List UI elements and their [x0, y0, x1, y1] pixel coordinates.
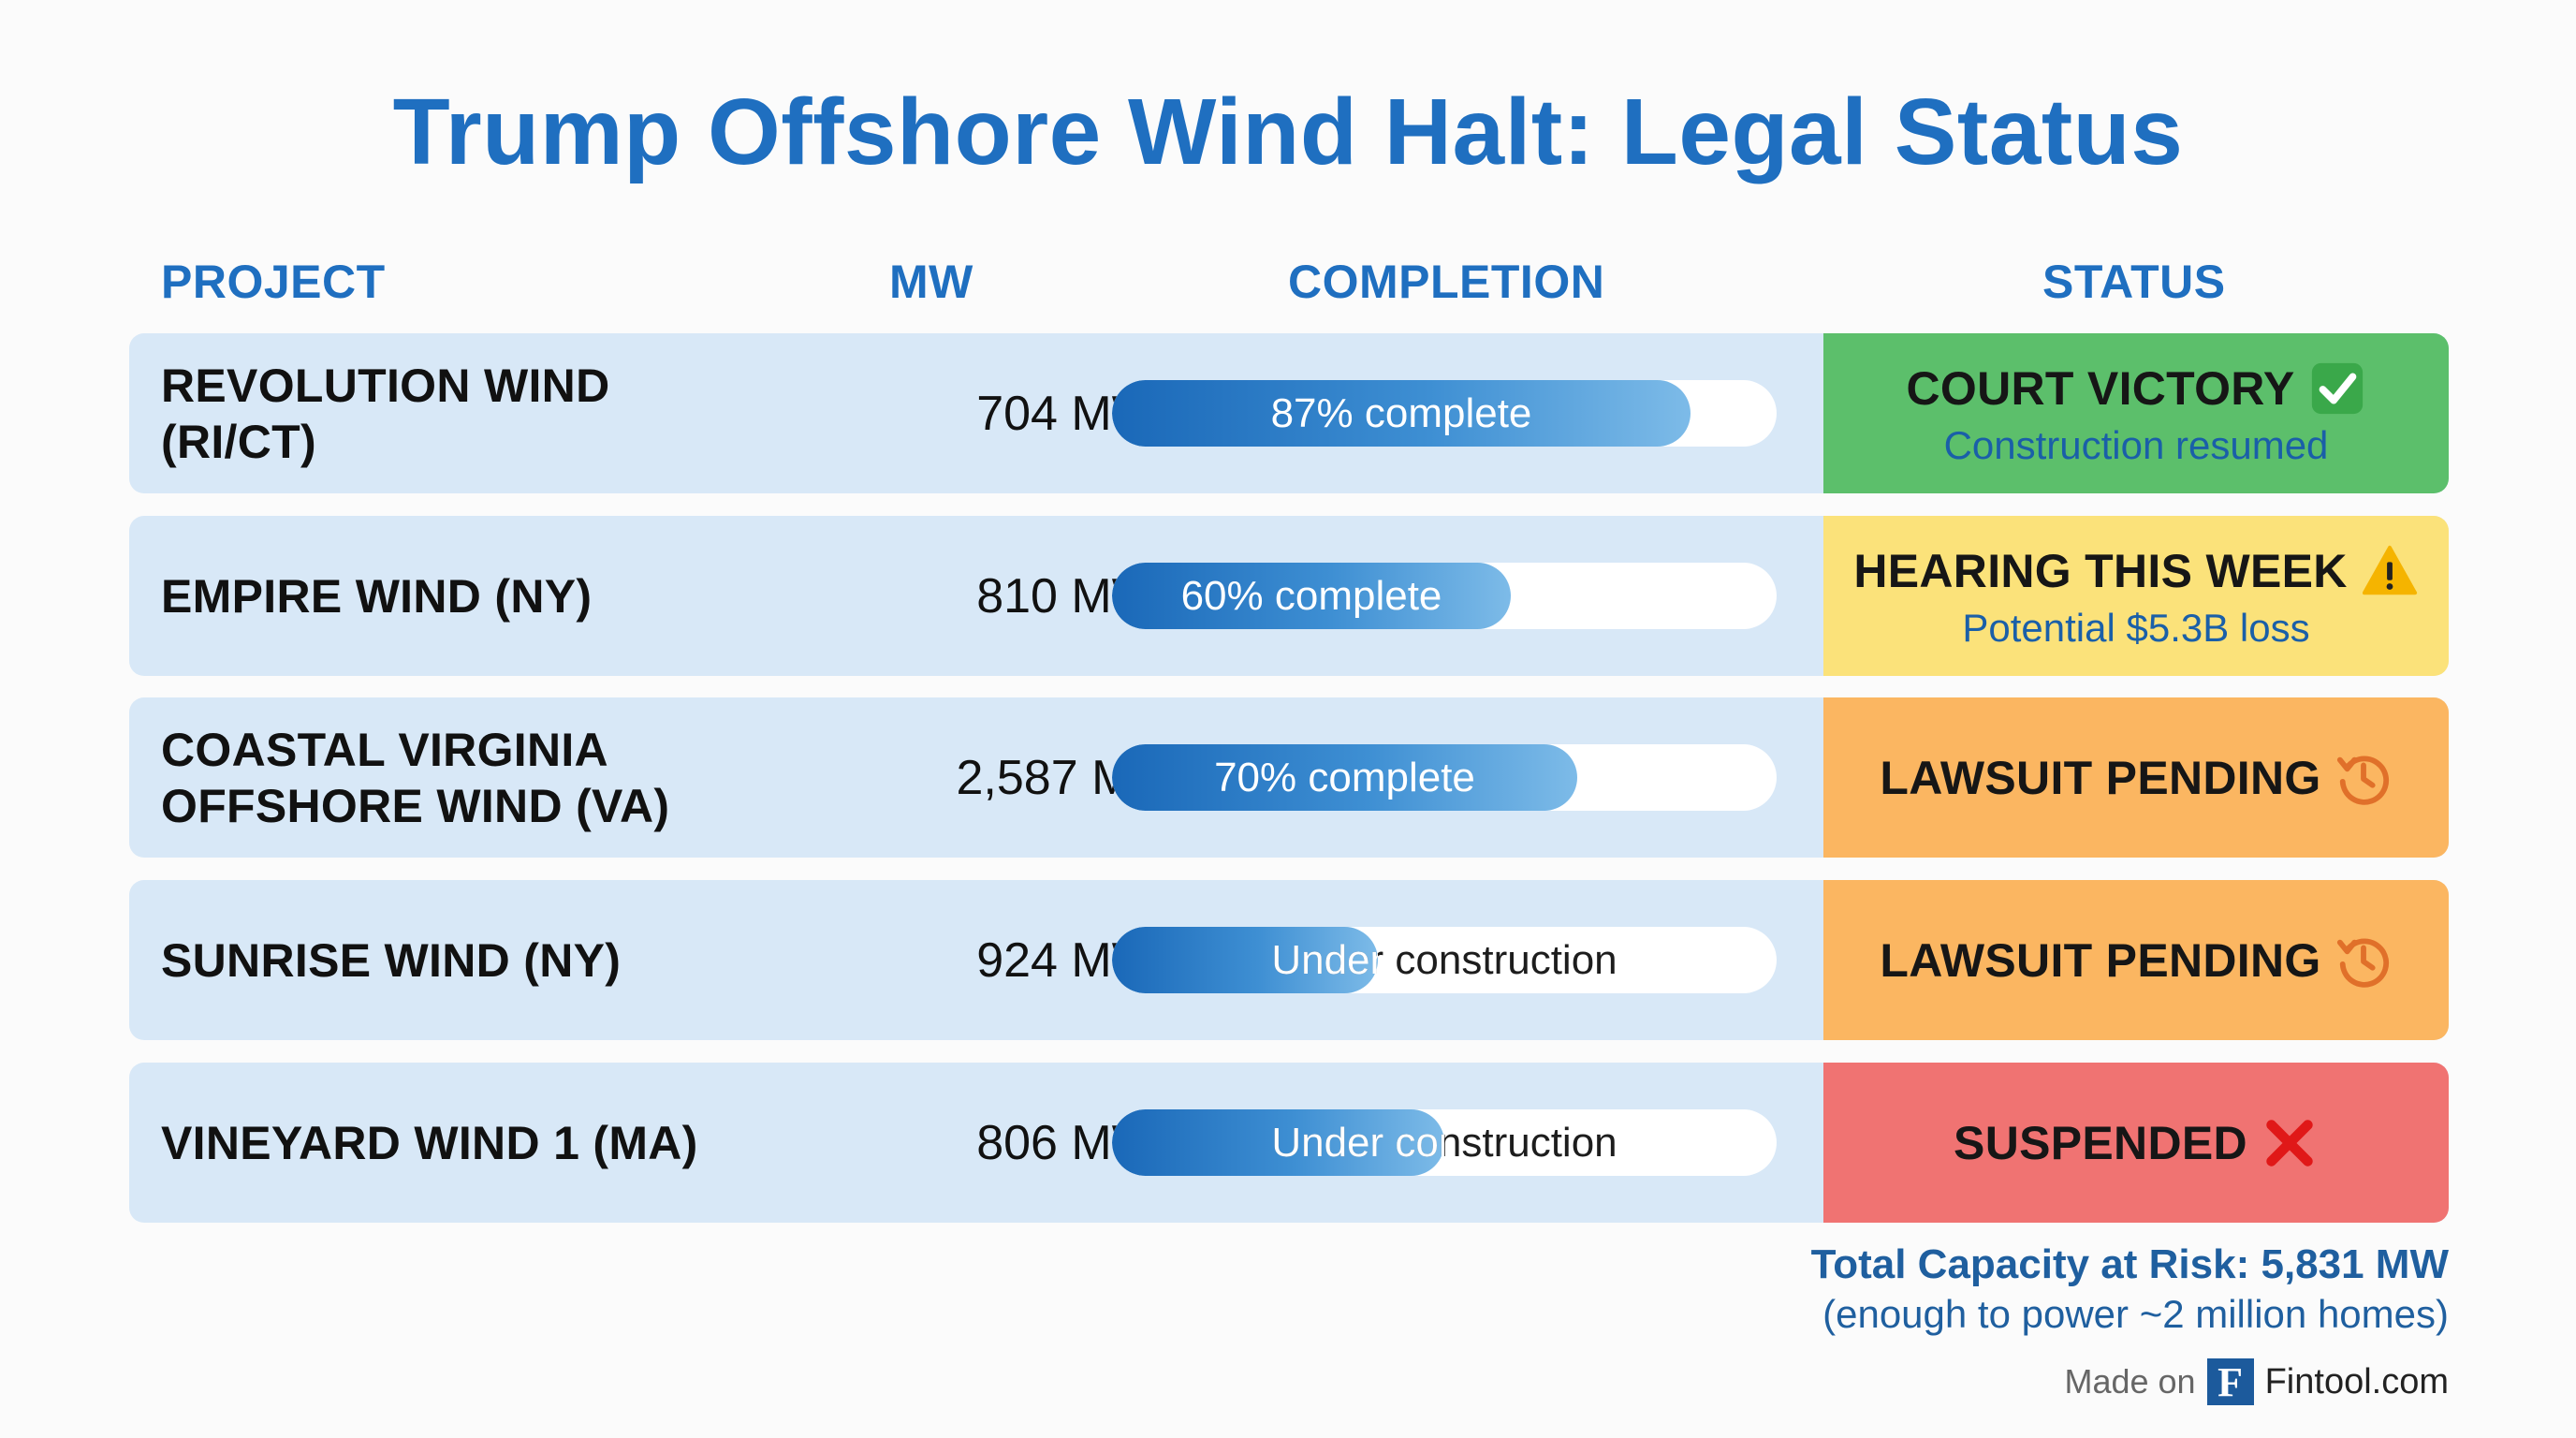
- header-status: STATUS: [2042, 256, 2226, 308]
- completion-label: 60% complete: [1180, 573, 1442, 619]
- status-main: LAWSUIT PENDING: [1880, 749, 2392, 807]
- table-row: EMPIRE WIND (NY) 810 MW 60% complete HEARIN…: [129, 516, 2449, 676]
- project-name-line: COASTAL VIRGINIA: [161, 723, 608, 776]
- status-text: HEARING THIS WEEK: [1853, 544, 2348, 597]
- completion-label: Under construction: [1271, 1120, 1617, 1166]
- completion-bar-fill: [1112, 563, 1511, 629]
- total-capacity: Total Capacity at Risk: 5,831 MW: [1810, 1241, 2449, 1287]
- page-title: Trump Offshore Wind Halt: Legal Status: [392, 80, 2184, 184]
- project-name: EMPIRE WIND (NY): [161, 516, 872, 676]
- cross-icon: [2261, 1114, 2319, 1172]
- project-name-line: EMPIRE WIND (NY): [161, 569, 593, 623]
- status-badge: COURT VICTORY Construction resumed: [1823, 333, 2449, 493]
- table-row: COASTAL VIRGINIA OFFSHORE WIND (VA) 2,587 …: [129, 697, 2449, 858]
- header-project: PROJECT: [161, 256, 386, 308]
- history-clock-icon: [2334, 749, 2393, 807]
- status-text: LAWSUIT PENDING: [1880, 933, 2321, 987]
- completion-bar-fill: [1112, 744, 1577, 811]
- completion-bar-fill: [1112, 927, 1378, 993]
- completion-bar: 60% complete: [1112, 563, 1777, 629]
- status-main: LAWSUIT PENDING: [1880, 932, 2392, 990]
- check-icon: [2308, 360, 2366, 418]
- completion-label-highlight: Under construction: [1271, 1120, 1444, 1166]
- header-completion: COMPLETION: [1288, 256, 1605, 308]
- completion-bar-fill: [1112, 1109, 1444, 1176]
- completion-label: 87% complete: [1270, 390, 1532, 436]
- completion-label-overlay: Under construction: [1112, 927, 1378, 993]
- project-name-line: OFFSHORE WIND (VA): [161, 779, 670, 832]
- status-subtext: Potential $5.3B loss: [1962, 605, 2310, 650]
- status-text: LAWSUIT PENDING: [1880, 751, 2321, 804]
- completion-label: 70% complete: [1214, 755, 1475, 800]
- completion-bar: 87% complete: [1112, 380, 1777, 447]
- project-name-line: VINEYARD WIND 1 (MA): [161, 1116, 698, 1169]
- project-name: COASTAL VIRGINIA OFFSHORE WIND (VA): [161, 697, 872, 858]
- status-main: COURT VICTORY: [1906, 360, 2365, 418]
- warning-icon: [2361, 542, 2419, 600]
- status-badge: SUSPENDED: [1823, 1063, 2449, 1223]
- project-name-line: SUNRISE WIND (NY): [161, 933, 622, 987]
- project-name: SUNRISE WIND (NY): [161, 880, 872, 1040]
- table-row: VINEYARD WIND 1 (MA) 806 MW Under construc…: [129, 1063, 2449, 1223]
- made-on-text: Made on: [2064, 1362, 2196, 1401]
- status-badge: LAWSUIT PENDING: [1823, 697, 2449, 858]
- completion-label-highlight: Under construction: [1271, 937, 1378, 983]
- table-row: SUNRISE WIND (NY) 924 MW Under constructio…: [129, 880, 2449, 1040]
- brand-name: Fintool.com: [2264, 1361, 2449, 1401]
- completion-label: Under construction: [1271, 937, 1617, 983]
- project-name-line: (RI/CT): [161, 415, 316, 468]
- project-name: VINEYARD WIND 1 (MA): [161, 1063, 872, 1223]
- completion-bar-fill: [1112, 380, 1690, 447]
- status-text: COURT VICTORY: [1906, 361, 2295, 415]
- table-row: REVOLUTION WIND (RI/CT) 704 MW 87% complete…: [129, 333, 2449, 493]
- status-text: SUSPENDED: [1954, 1116, 2247, 1169]
- history-clock-icon: [2334, 932, 2393, 990]
- status-main: HEARING THIS WEEK: [1853, 542, 2418, 600]
- status-subtext: Construction resumed: [1943, 422, 2329, 467]
- made-on-badge[interactable]: Made on F Fintool.com: [2064, 1356, 2449, 1408]
- completion-bar: 70% complete: [1112, 744, 1777, 811]
- status-badge: LAWSUIT PENDING: [1823, 880, 2449, 1040]
- completion-label-overlay: Under construction: [1112, 1109, 1444, 1176]
- project-name-line: REVOLUTION WIND: [161, 359, 610, 412]
- status-badge: HEARING THIS WEEK Potential $5.3B loss: [1823, 516, 2449, 676]
- header-mw: MW: [889, 256, 973, 308]
- status-main: SUSPENDED: [1954, 1114, 2319, 1172]
- project-name: REVOLUTION WIND (RI/CT): [161, 333, 872, 493]
- total-capacity-note: (enough to power ~2 million homes): [1822, 1292, 2449, 1336]
- fintool-logo-icon: F: [2206, 1358, 2254, 1405]
